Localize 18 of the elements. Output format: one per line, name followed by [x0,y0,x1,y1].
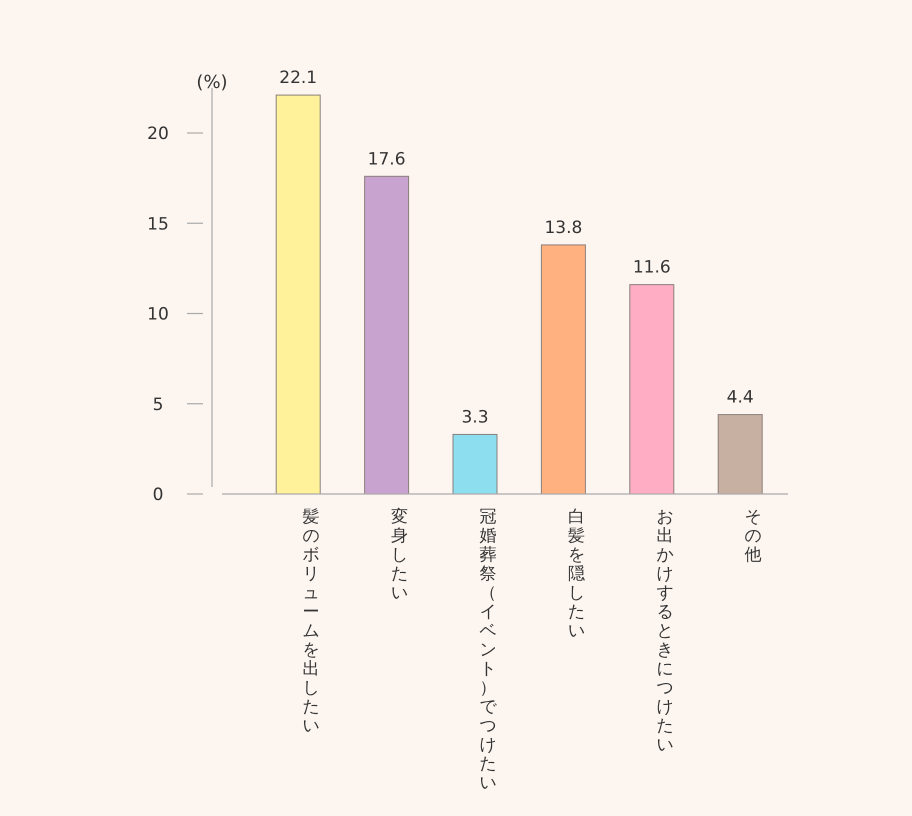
data-label: 22.1 [279,68,318,88]
bar [629,284,674,494]
y-tick-label: 5 [152,394,164,415]
y-tick-label: 20 [147,124,169,144]
bar [364,176,410,494]
bar [718,414,763,494]
y-tick-label: 15 [147,214,169,234]
bar [540,244,586,494]
bar [276,94,321,494]
y-axis-title: (%) [196,72,228,93]
data-label: 13.8 [544,218,582,238]
bar [452,434,498,494]
y-tick-label: 0 [152,485,164,505]
data-label: 4.4 [726,388,754,408]
data-label: 3.3 [461,407,489,428]
y-tick-label: 10 [147,304,169,324]
data-label: 11.6 [632,258,671,278]
data-label: 17.6 [368,149,406,170]
